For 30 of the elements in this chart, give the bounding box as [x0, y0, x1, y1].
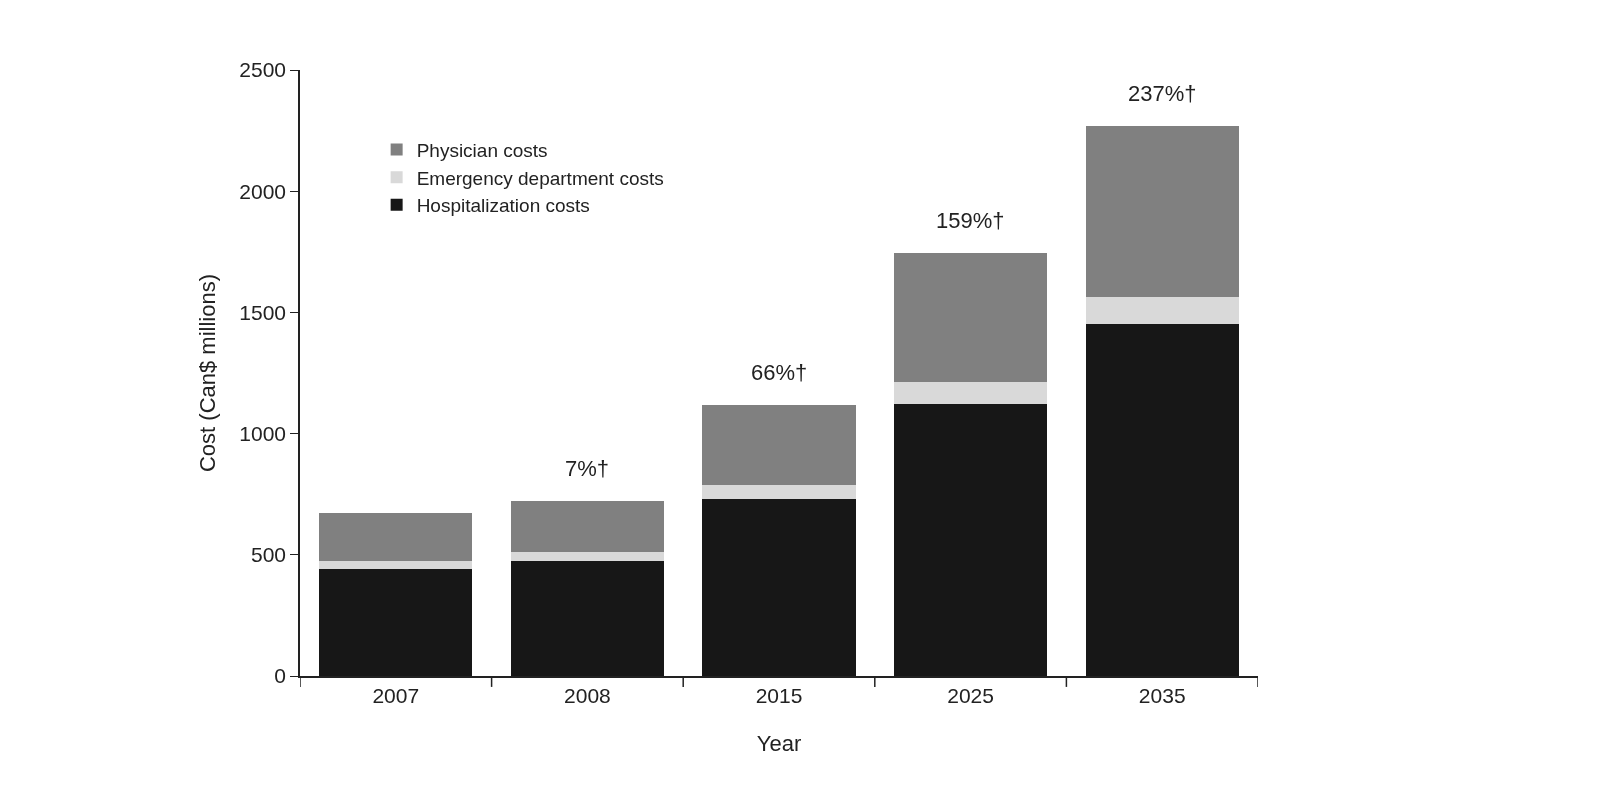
annotation: 159%†: [936, 208, 1005, 233]
y-tick-label: 2000: [239, 179, 287, 203]
y-tick-label: 1500: [239, 300, 287, 324]
annotation: 237%†: [1128, 81, 1197, 106]
bar: [702, 485, 856, 500]
bar: [702, 404, 856, 486]
bar: [1085, 125, 1239, 297]
bar: [893, 381, 1048, 405]
bar: [319, 561, 473, 569]
y-axis-title: Cost (Can$ millions): [194, 273, 220, 473]
y-tick-label: 2500: [239, 58, 287, 82]
bar: [893, 253, 1048, 382]
x-tick-label: 2007: [372, 683, 420, 707]
x-tick-label: 2035: [1138, 683, 1186, 707]
bar: [510, 552, 665, 562]
y-tick-label: 0: [274, 664, 287, 688]
legend-label: Hospitalization costs: [416, 195, 590, 217]
bar: [1085, 296, 1239, 325]
annotation: 7%†: [565, 456, 610, 481]
bar: [319, 512, 473, 562]
x-tick-label: 2008: [564, 683, 611, 707]
x-tick-label: 2025: [947, 683, 994, 707]
y-tick-label: 500: [251, 543, 287, 567]
annotation: 66%†: [751, 360, 808, 385]
legend-label: Physician costs: [416, 139, 548, 161]
x-tick-label: 2015: [755, 683, 803, 707]
y-tick-label: 1000: [239, 421, 287, 445]
bar: [510, 500, 665, 553]
x-axis-title: Year: [756, 731, 802, 757]
legend-label: Emergency department costs: [416, 167, 664, 189]
